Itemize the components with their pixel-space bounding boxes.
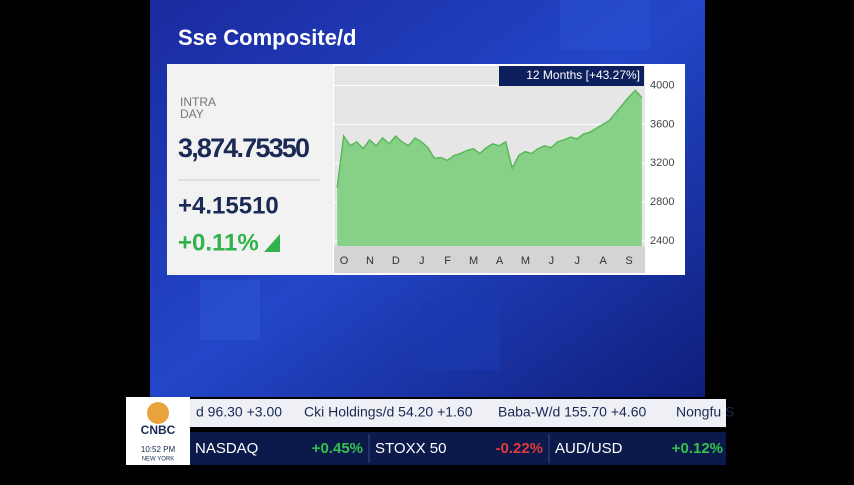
quote-panel (167, 64, 333, 275)
x-tick-label: A (599, 255, 607, 267)
ticker-change: +0.45% (312, 440, 363, 457)
x-tick-label: N (366, 255, 374, 267)
x-tick-label: M (469, 255, 478, 267)
ticker-item: Baba-W/d 155.70 +4.60 (498, 404, 646, 420)
badge-text: 12 Months [+43.27%] (526, 68, 640, 82)
badge (499, 66, 644, 86)
x-tick-label: S (625, 255, 632, 267)
x-tick-label: J (575, 255, 581, 267)
x-tick-label: J (549, 255, 555, 267)
x-tick-label: D (392, 255, 400, 267)
ticker: d 96.30 +3.00 Cki Holdings/d 54.20 +1.60 B… (195, 404, 734, 463)
quote-change-pct: +0.11% (178, 229, 259, 256)
decor (560, 0, 650, 50)
x-tick-label: M (521, 255, 530, 267)
ticker-name: NASDAQ (195, 440, 258, 457)
x-tick-label: O (340, 255, 349, 267)
decor (420, 300, 500, 370)
time: 10:52 PM (141, 445, 176, 454)
up-arrow (264, 234, 280, 252)
x-axis-band (334, 246, 645, 273)
y-tick-label: 4000 (650, 79, 674, 91)
y-tick-label: 2800 (650, 196, 674, 208)
ticker-change: -0.22% (495, 440, 543, 457)
logo-text: CNBC (141, 423, 176, 437)
quote-price: 3,874.75350 (178, 133, 310, 163)
quote-label: DAY (180, 107, 204, 121)
quote-change: +4.15510 (178, 192, 279, 219)
x-tick-label: J (419, 255, 425, 267)
x-tick-label: F (444, 255, 451, 267)
ticker-name: STOXX 50 (375, 440, 446, 457)
y-tick-label: 2400 (650, 235, 674, 247)
city: NEW YORK (142, 457, 175, 463)
y-tick-label: 3600 (650, 118, 674, 130)
ticker-change: +0.12% (672, 440, 723, 457)
ticker-item: Nongfu S (676, 404, 734, 420)
ticker-item: Cki Holdings/d 54.20 +1.60 (304, 404, 473, 420)
x-tick-label: A (496, 255, 504, 267)
ticker-name: AUD/USD (555, 440, 623, 457)
title: Sse Composite/d (178, 25, 356, 50)
decor (200, 280, 260, 340)
line (336, 89, 643, 188)
logo-peacock (147, 402, 169, 424)
ticker-item: d 96.30 +3.00 (196, 404, 282, 420)
plot: 2400 2800 3200 3600 4000 O N D J F M A M J J A S (334, 79, 674, 267)
ticker-top (190, 399, 726, 427)
y-tick-label: 3200 (650, 157, 674, 169)
area (337, 90, 642, 246)
quote-label: INTRA (180, 95, 216, 109)
ticker-bottom (190, 432, 726, 465)
